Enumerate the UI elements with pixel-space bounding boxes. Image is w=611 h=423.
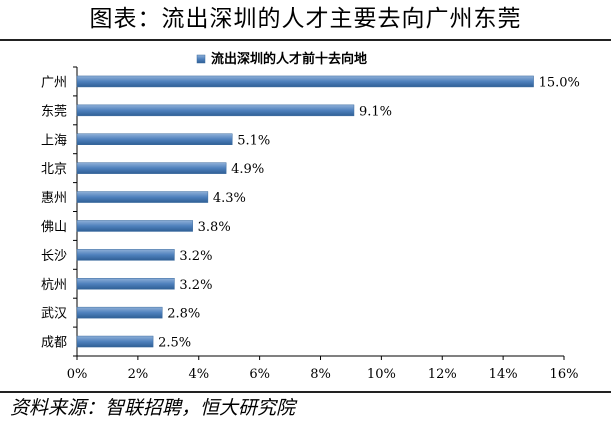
title-divider <box>0 39 611 41</box>
data-label: 5.1% <box>237 133 270 148</box>
bar-广州 <box>76 75 534 88</box>
x-tick-label: 8% <box>310 367 331 382</box>
category-label: 广州 <box>41 75 67 90</box>
bar-杭州 <box>76 278 175 290</box>
bar-成都 <box>76 335 154 348</box>
data-label: 4.9% <box>231 162 264 177</box>
legend-swatch <box>196 54 206 64</box>
legend-label: 流出深圳的人才前十去向地 <box>211 51 367 67</box>
x-tick-label: 16% <box>550 367 579 382</box>
bar-东莞 <box>76 104 355 117</box>
category-label: 惠州 <box>41 191 67 206</box>
bar-上海 <box>76 133 233 145</box>
x-tick-label: 12% <box>428 367 457 382</box>
x-tick-label: 4% <box>188 367 209 382</box>
category-label: 东莞 <box>41 104 67 119</box>
x-tick-label: 14% <box>489 367 518 382</box>
x-tick-label: 10% <box>367 367 396 382</box>
data-label: 3.2% <box>179 278 212 293</box>
bar-长沙 <box>76 249 175 261</box>
chart-legend: 流出深圳的人才前十去向地 <box>196 51 367 67</box>
category-label: 成都 <box>41 336 67 351</box>
data-label: 15.0% <box>539 75 580 90</box>
category-label: 杭州 <box>41 278 67 293</box>
data-label: 2.8% <box>167 307 200 322</box>
data-label: 4.3% <box>213 191 246 206</box>
data-label: 3.2% <box>179 249 212 264</box>
bar-武汉 <box>76 306 163 319</box>
category-label: 长沙 <box>41 249 67 264</box>
category-label: 北京 <box>41 162 67 177</box>
bar-chart: 流出深圳的人才前十去向地 0% 2% 4% 6% 8% 10% 12% 14% 16% 广州 15.… <box>41 51 580 382</box>
bar-佛山 <box>76 220 193 232</box>
x-tick-label: 6% <box>249 367 270 382</box>
data-label: 3.8% <box>198 220 231 235</box>
x-tick-label: 0% <box>67 367 88 382</box>
category-label: 武汉 <box>41 307 67 322</box>
data-label: 2.5% <box>158 336 191 351</box>
chart-title: 图表：流出深圳的人才主要去向广州东莞 <box>89 6 522 32</box>
category-label: 上海 <box>41 133 67 148</box>
bar-惠州 <box>76 191 209 203</box>
category-label: 佛山 <box>41 220 67 235</box>
data-label: 9.1% <box>359 104 392 119</box>
source-note: 资料来源：智联招聘，恒大研究院 <box>10 397 296 419</box>
source-divider <box>0 391 611 393</box>
x-tick-label: 2% <box>128 367 149 382</box>
bar-北京 <box>76 162 227 174</box>
